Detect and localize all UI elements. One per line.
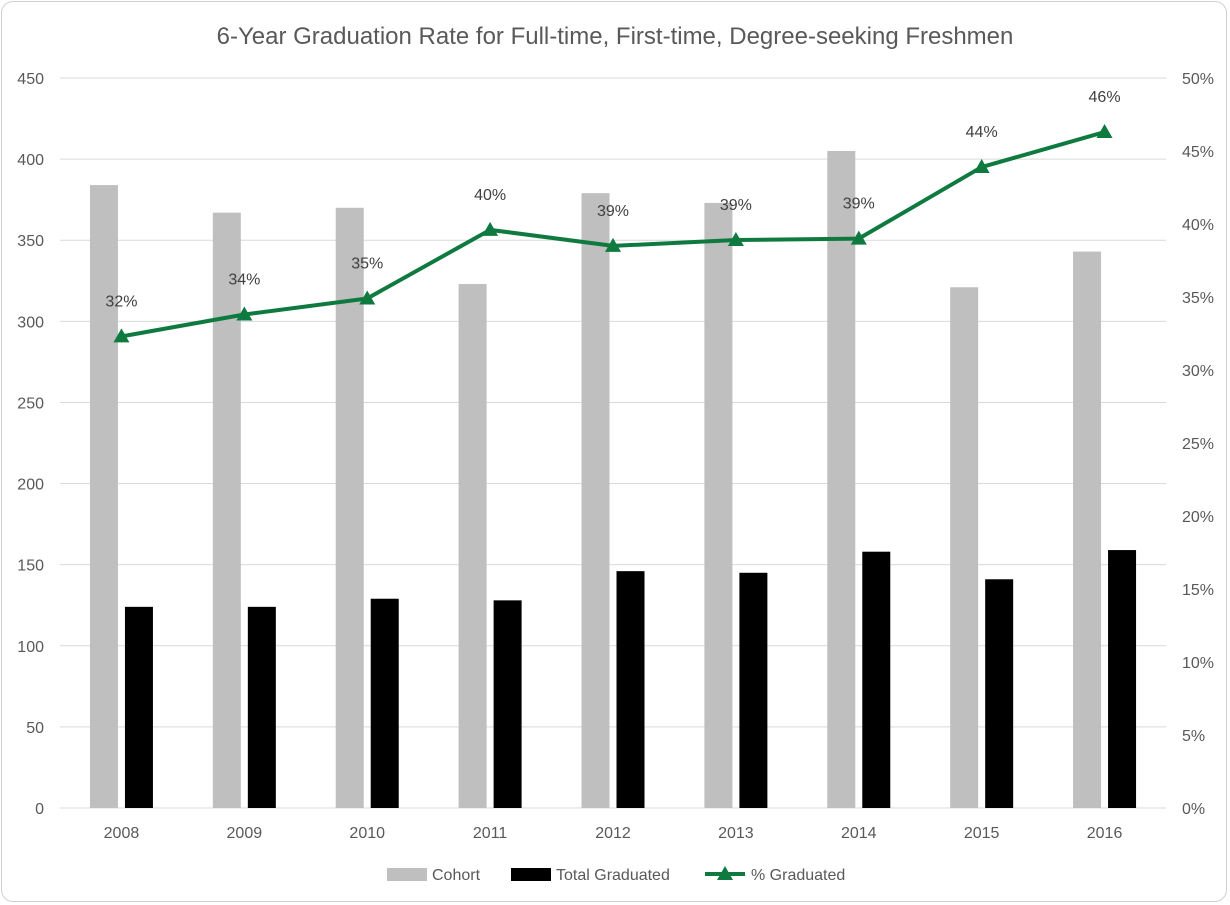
total-graduated-bar [862, 551, 891, 808]
left-tick-label: 450 [17, 71, 44, 88]
left-tick-label: 100 [17, 639, 44, 656]
legend: Cohort Total Graduated % Graduated [387, 866, 845, 884]
cohort-bar [1073, 251, 1102, 809]
right-tick-label: 5% [1182, 728, 1205, 745]
cohort-bar [212, 212, 241, 809]
triangle-marker [605, 237, 621, 252]
right-tick-label: 45% [1182, 144, 1214, 161]
gridlines [60, 77, 1166, 809]
total-graduated-bar [739, 572, 768, 808]
legend-label: Total Graduated [556, 867, 670, 884]
right-tick-label: 25% [1182, 436, 1214, 453]
x-tick-label: 2013 [718, 825, 754, 842]
x-tick-label: 2010 [349, 825, 385, 842]
x-tick-label: 2015 [964, 825, 1000, 842]
total-graduated-bar [985, 579, 1014, 808]
total-graduated-bar [616, 571, 645, 808]
right-tick-label: 10% [1182, 655, 1214, 672]
data-label: 40% [474, 187, 506, 204]
legend-swatch-cohort [387, 868, 427, 881]
triangle-marker [973, 159, 990, 174]
legend-label: % Graduated [751, 867, 845, 884]
triangle-marker [359, 290, 376, 305]
x-axis: 2008 2009 2010 2011 2012 2013 2014 2015 2016 [104, 825, 1123, 842]
right-tick-label: 40% [1182, 217, 1214, 234]
legend-triangle-marker [717, 866, 733, 880]
data-label: 39% [843, 196, 875, 213]
triangle-marker [850, 230, 867, 245]
right-tick-label: 35% [1182, 290, 1214, 307]
x-tick-label: 2009 [227, 825, 263, 842]
x-tick-label: 2014 [841, 825, 877, 842]
left-tick-label: 150 [17, 558, 44, 575]
x-tick-label: 2008 [104, 825, 140, 842]
left-tick-label: 0 [35, 801, 44, 818]
right-tick-label: 30% [1182, 363, 1214, 380]
left-tick-label: 350 [17, 233, 44, 250]
data-label: 32% [105, 293, 137, 310]
triangle-marker [482, 221, 499, 236]
data-label: 39% [597, 203, 629, 220]
left-axis: 0 50 100 150 200 250 300 350 400 450 [17, 71, 44, 818]
legend-swatch-total-graduated [511, 868, 551, 881]
left-tick-label: 50 [26, 720, 44, 737]
right-tick-label: 20% [1182, 509, 1214, 526]
chart-title: 6-Year Graduation Rate for Full-time, Fi… [217, 23, 1014, 50]
cohort-bar [704, 202, 733, 808]
legend-label: Cohort [432, 867, 481, 884]
total-graduated-bar [493, 600, 522, 808]
data-label: 34% [228, 272, 260, 289]
right-tick-label: 50% [1182, 71, 1214, 88]
data-label: 35% [351, 255, 383, 272]
triangle-marker [727, 232, 744, 247]
left-tick-label: 200 [17, 477, 44, 494]
total-graduated-bar [370, 598, 399, 808]
left-tick-label: 300 [17, 314, 44, 331]
data-label: 46% [1089, 89, 1121, 106]
right-tick-label: 15% [1182, 582, 1214, 599]
total-graduated-bar [1108, 550, 1137, 808]
right-tick-label: 0% [1182, 801, 1205, 818]
total-graduated-bar [124, 606, 153, 808]
x-tick-label: 2011 [473, 825, 508, 842]
cohort-bar [335, 207, 364, 808]
right-axis: 0% 5% 10% 15% 20% 25% 30% 35% 40% 45% 50% [1182, 71, 1214, 818]
cohort-bar [89, 185, 118, 809]
left-tick-label: 400 [17, 152, 44, 169]
triangle-marker [236, 306, 253, 321]
data-label: 44% [966, 124, 998, 141]
cohort-bar [458, 284, 487, 808]
cohort-bar [950, 287, 979, 808]
cohort-bar [581, 193, 610, 808]
bars [89, 151, 1137, 809]
x-tick-label: 2016 [1087, 825, 1123, 842]
x-tick-label: 2012 [595, 825, 631, 842]
data-label: 39% [720, 197, 752, 214]
total-graduated-bar [247, 606, 276, 808]
triangle-marker [113, 328, 130, 343]
triangle-marker [1096, 124, 1113, 139]
cohort-bar [827, 151, 856, 808]
left-tick-label: 250 [17, 395, 44, 412]
line-series [113, 124, 1113, 343]
data-labels: 32% 34% 35% 40% 39% 39% 39% 44% 46% [105, 89, 1120, 310]
